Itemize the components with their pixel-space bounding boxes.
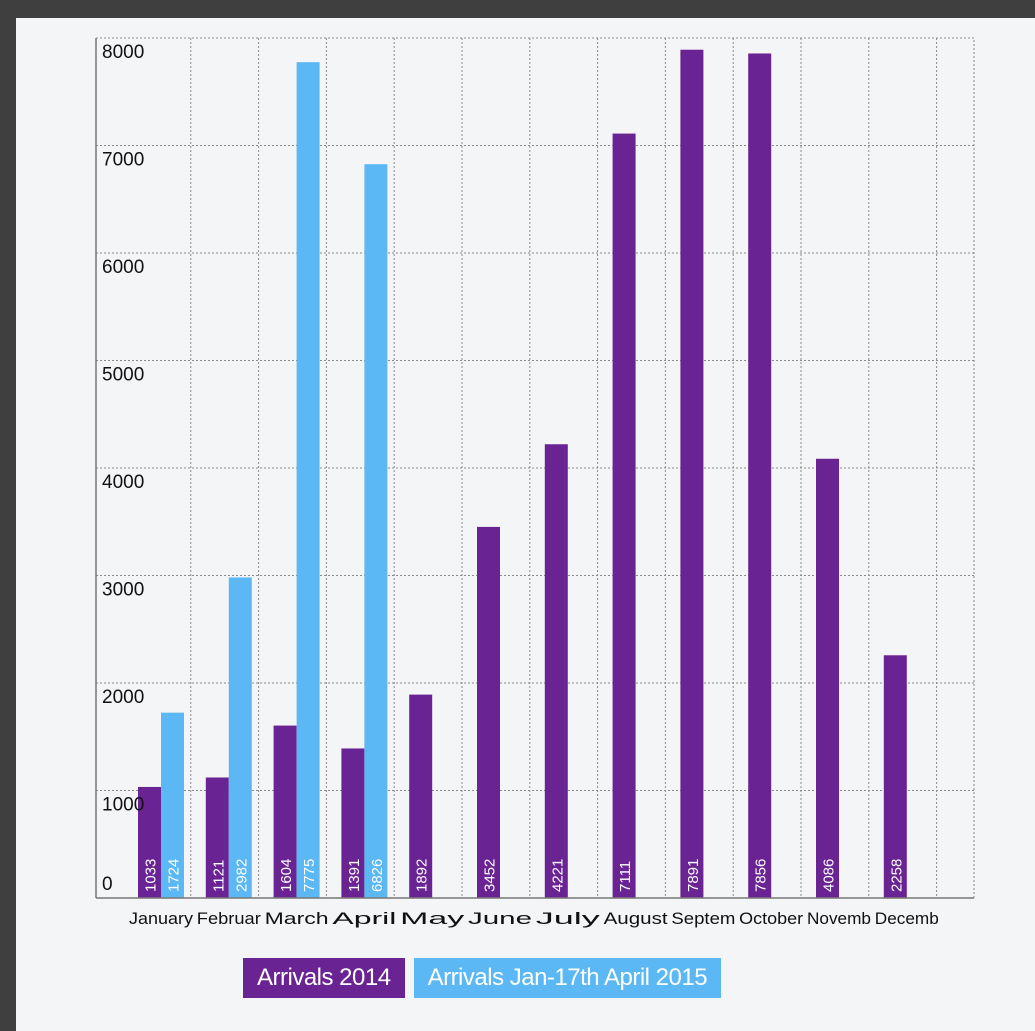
plot-frame: [95, 37, 975, 899]
y-tick-label: 5000: [102, 365, 144, 386]
legend-item-arrivals-2015: Arrivals Jan-17th April 2015: [413, 958, 722, 998]
x-tick-label: June: [468, 909, 532, 928]
bar-value-label: 2258: [888, 859, 905, 892]
bars: 1033 1121 1604 1391 1892 3452 4221 7111 7891 7856…: [138, 49, 907, 899]
bar-value-label: 4221: [549, 859, 566, 892]
axes: 0 1000 2000 3000 4000 5000 6000 7000 8000 January…: [95, 38, 974, 928]
chart-panel: [16, 18, 1035, 1031]
bar-value-label: 2982: [233, 859, 250, 892]
x-tick-label: Septem: [671, 909, 735, 928]
bar-value-label: 1033: [143, 859, 160, 892]
y-tick-label: 3000: [102, 580, 144, 601]
bar-value-label: 1604: [278, 859, 295, 892]
x-tick-label: October: [739, 909, 803, 928]
bar: [161, 712, 184, 898]
bar-value-label: 1724: [166, 859, 183, 892]
bar-value-label: 1892: [414, 859, 431, 892]
bar-value-label: 7111: [617, 861, 634, 892]
bar: [138, 786, 161, 898]
bar-value-label: 4086: [821, 859, 838, 892]
y-tick-label: 0: [102, 874, 113, 895]
bar: [341, 748, 365, 898]
x-tick-label: July: [536, 909, 601, 928]
bar: [296, 62, 320, 898]
bar-value-label: 1391: [346, 859, 363, 892]
y-tick-label: 2000: [102, 687, 144, 708]
x-tick-label: April: [332, 909, 396, 928]
y-tick-label: 7000: [102, 150, 144, 171]
bar-value-label: 1121: [210, 860, 227, 892]
bar-value-label: 7775: [301, 859, 318, 892]
bar: [612, 133, 636, 898]
bar: [883, 655, 907, 898]
y-tick-label: 6000: [102, 257, 144, 278]
bar: [409, 694, 433, 898]
x-tick-label: May: [400, 909, 465, 928]
bar: [477, 526, 500, 898]
y-tick-label: 4000: [102, 472, 144, 493]
x-tick-label: August: [604, 909, 668, 928]
bar: [680, 49, 704, 898]
x-tick-label: March: [265, 909, 329, 928]
bar-value-label: 7891: [685, 859, 702, 892]
grid: [95, 37, 975, 899]
bar: [816, 458, 839, 898]
bar: [273, 725, 297, 898]
legend: Arrivals 2014 Arrivals Jan-17th April 20…: [243, 958, 722, 998]
x-tick-label: Decemb: [875, 909, 939, 928]
x-tick-label: Novemb: [807, 909, 871, 928]
bar-value-label: 7856: [753, 859, 770, 892]
bar: [205, 777, 229, 898]
bar-value-label: 6826: [369, 859, 386, 892]
y-tick-label: 8000: [102, 42, 144, 63]
bar: [364, 164, 388, 898]
bar: [228, 577, 252, 898]
y-tick-label: 1000: [102, 795, 144, 816]
bar-value-label: 3452: [482, 859, 499, 892]
legend-item-arrivals-2014: Arrivals 2014: [243, 958, 405, 998]
x-tick-label: Februar: [197, 909, 261, 928]
bar: [748, 53, 772, 899]
x-tick-label: January: [129, 909, 194, 928]
bar: [544, 444, 568, 898]
